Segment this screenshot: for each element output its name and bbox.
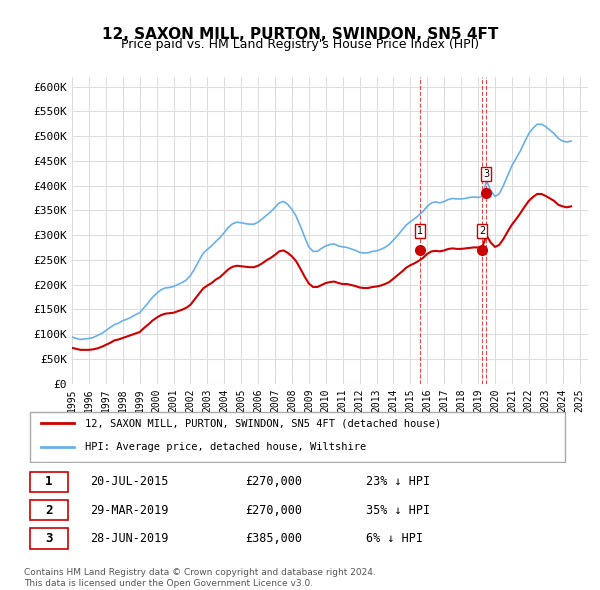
Text: 35% ↓ HPI: 35% ↓ HPI (366, 504, 430, 517)
Text: 23% ↓ HPI: 23% ↓ HPI (366, 476, 430, 489)
Text: This data is licensed under the Open Government Licence v3.0.: This data is licensed under the Open Gov… (24, 579, 313, 588)
Text: 12, SAXON MILL, PURTON, SWINDON, SN5 4FT (detached house): 12, SAXON MILL, PURTON, SWINDON, SN5 4FT… (85, 418, 441, 428)
FancyBboxPatch shape (29, 471, 68, 492)
Text: 3: 3 (45, 532, 53, 545)
Text: 1: 1 (45, 476, 53, 489)
Text: £385,000: £385,000 (245, 532, 302, 545)
Text: £270,000: £270,000 (245, 504, 302, 517)
Text: HPI: Average price, detached house, Wiltshire: HPI: Average price, detached house, Wilt… (85, 442, 366, 452)
Text: Price paid vs. HM Land Registry's House Price Index (HPI): Price paid vs. HM Land Registry's House … (121, 38, 479, 51)
Text: 1: 1 (416, 226, 423, 236)
FancyBboxPatch shape (29, 528, 68, 549)
FancyBboxPatch shape (29, 500, 68, 520)
Text: 6% ↓ HPI: 6% ↓ HPI (366, 532, 423, 545)
Text: £270,000: £270,000 (245, 476, 302, 489)
Text: 2: 2 (45, 504, 53, 517)
Text: 20-JUL-2015: 20-JUL-2015 (90, 476, 169, 489)
Text: 2: 2 (479, 226, 485, 236)
Text: 12, SAXON MILL, PURTON, SWINDON, SN5 4FT: 12, SAXON MILL, PURTON, SWINDON, SN5 4FT (102, 27, 498, 41)
Text: 3: 3 (484, 169, 490, 179)
Text: 29-MAR-2019: 29-MAR-2019 (90, 504, 169, 517)
Text: 28-JUN-2019: 28-JUN-2019 (90, 532, 169, 545)
FancyBboxPatch shape (29, 412, 565, 462)
Text: Contains HM Land Registry data © Crown copyright and database right 2024.: Contains HM Land Registry data © Crown c… (24, 568, 376, 576)
